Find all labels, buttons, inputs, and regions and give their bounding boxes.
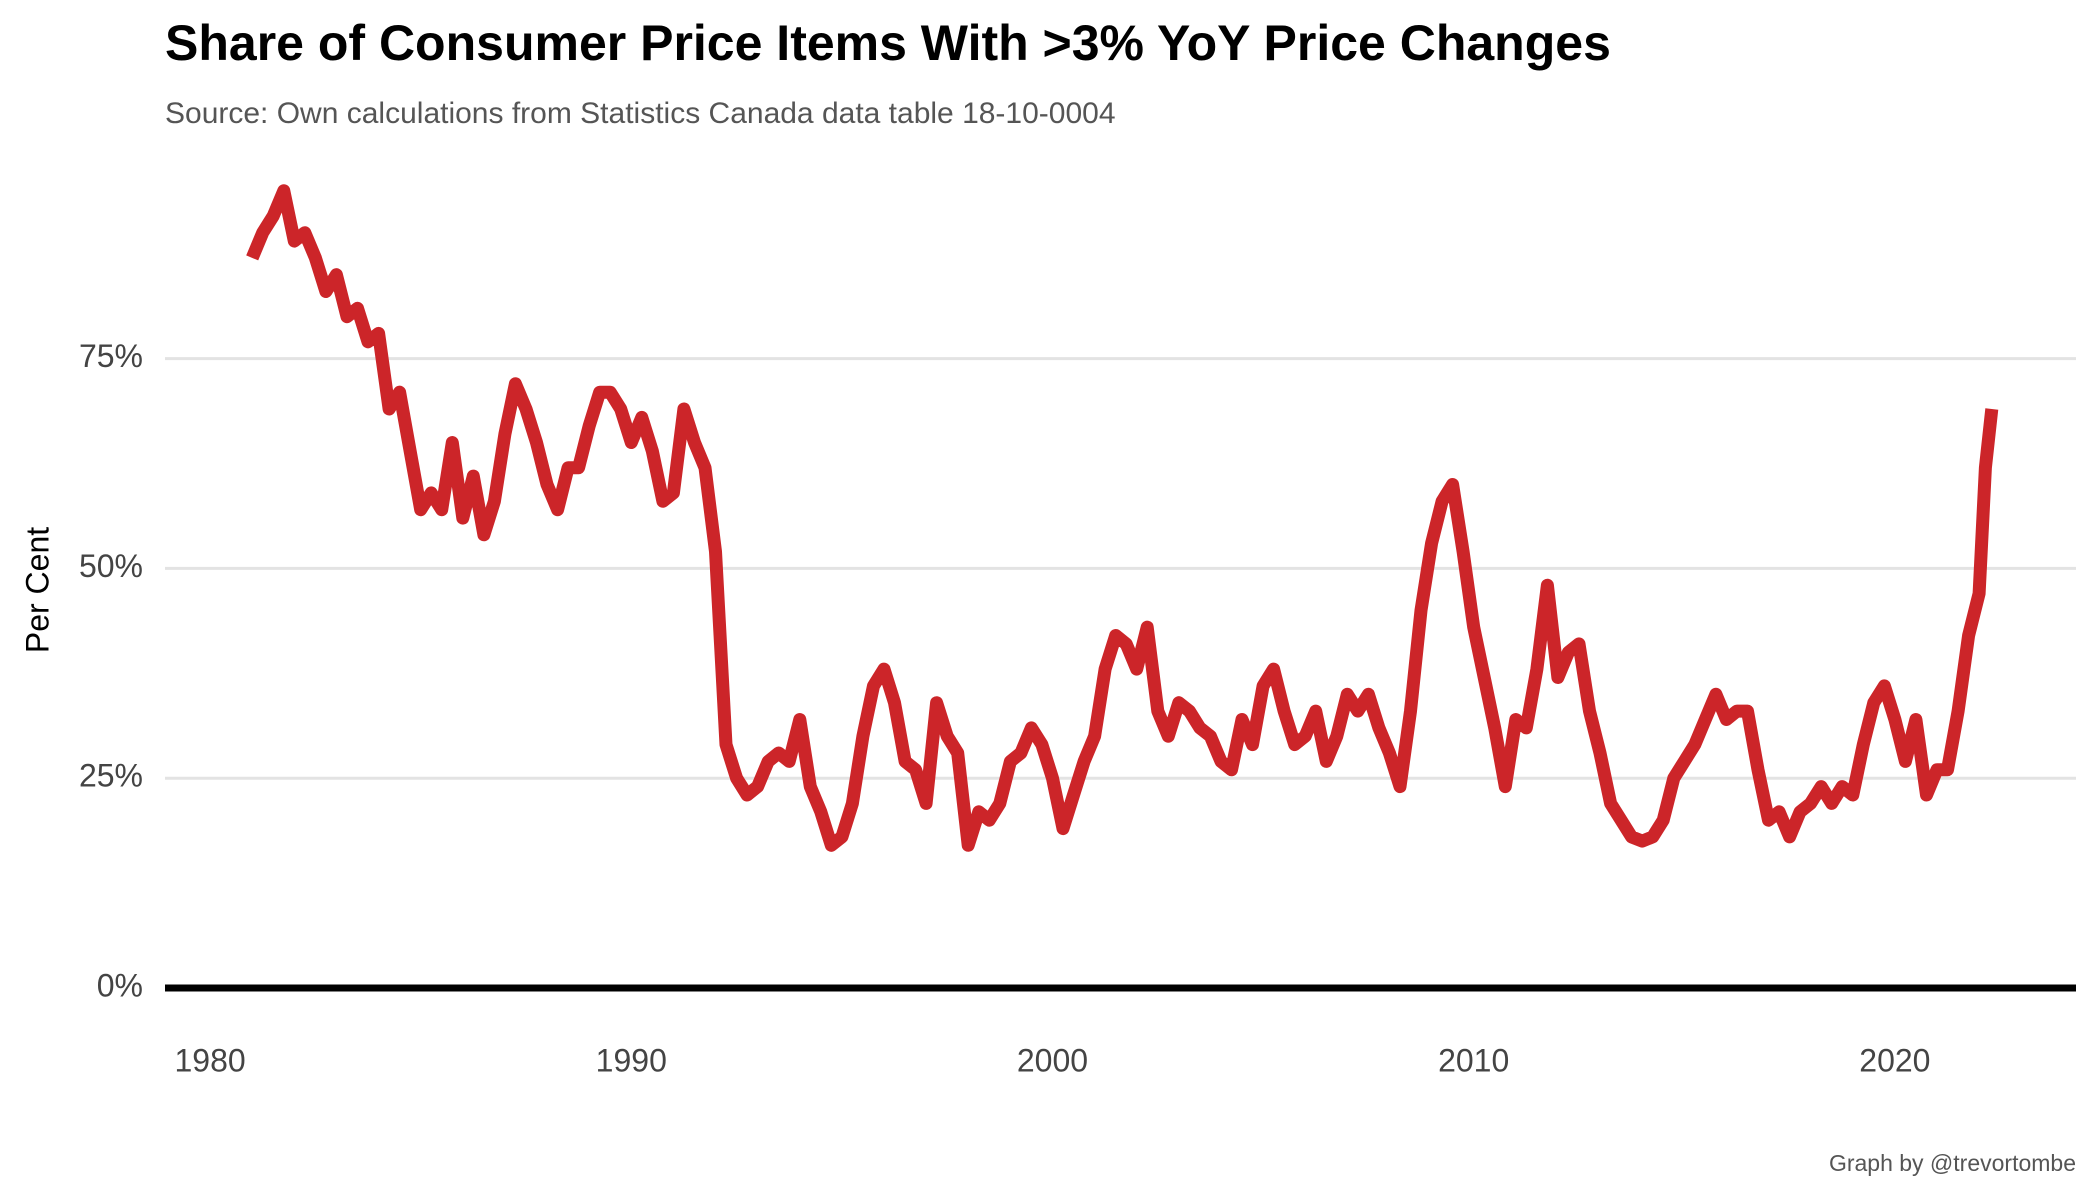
x-tick-label: 2010 <box>1438 1042 1509 1078</box>
x-tick-label: 1980 <box>174 1042 245 1078</box>
y-tick-label: 50% <box>79 548 143 584</box>
x-tick-label: 1990 <box>596 1042 667 1078</box>
y-axis-label: Per Cent <box>19 527 55 653</box>
chart-title: Share of Consumer Price Items With >3% Y… <box>165 15 1611 71</box>
y-tick-label: 25% <box>79 758 143 794</box>
y-tick-label: 0% <box>97 967 143 1003</box>
caption: Graph by @trevortombe <box>1829 1150 2076 1176</box>
chart-subtitle: Source: Own calculations from Statistics… <box>165 97 1116 130</box>
y-tick-label: 75% <box>79 338 143 374</box>
line-series <box>246 184 1999 852</box>
x-tick-label: 2000 <box>1017 1042 1088 1078</box>
x-tick-label: 2020 <box>1859 1042 1930 1078</box>
